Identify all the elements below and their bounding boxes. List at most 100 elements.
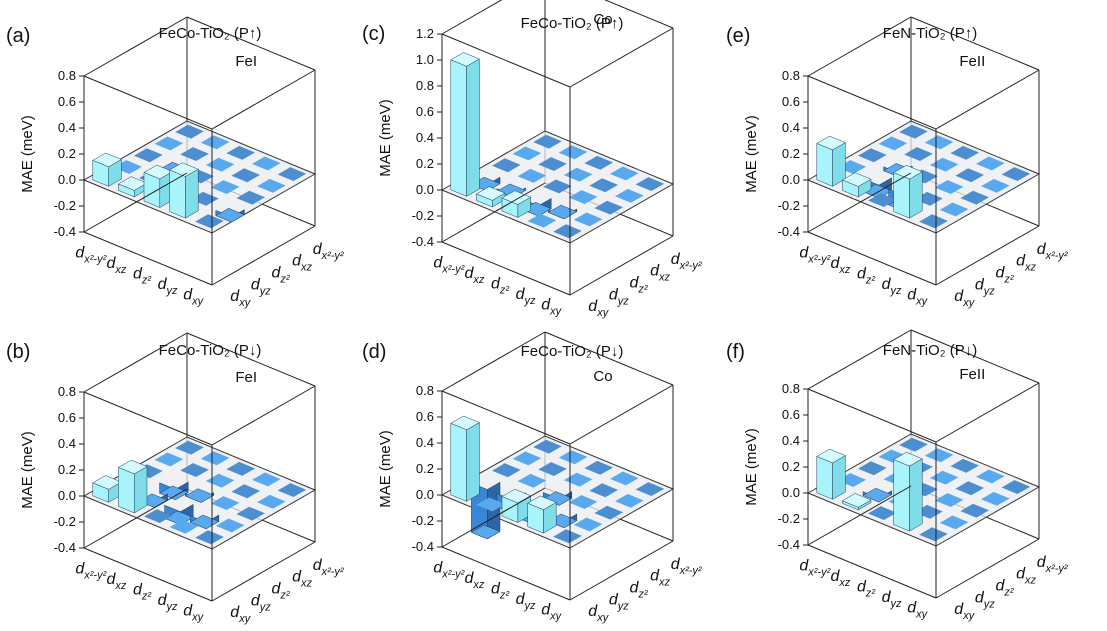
atom-label: FeI bbox=[235, 369, 257, 386]
bar bbox=[939, 202, 969, 217]
bar-cap bbox=[558, 450, 588, 465]
bar-cap bbox=[929, 470, 959, 485]
bar bbox=[205, 157, 235, 172]
bar-cap bbox=[231, 484, 260, 499]
bar bbox=[589, 178, 618, 193]
bar-cap bbox=[878, 136, 908, 151]
bar-cap bbox=[277, 167, 307, 181]
bar-cap bbox=[589, 483, 618, 498]
panel-label: (e) bbox=[726, 25, 750, 47]
box-edge bbox=[441, 390, 571, 445]
bar-cap bbox=[1001, 167, 1031, 181]
z-tick-label: 0.2 bbox=[782, 459, 800, 474]
bar bbox=[635, 177, 665, 191]
y-category-label: dz² bbox=[996, 265, 1014, 286]
box-back-edge bbox=[910, 329, 1040, 384]
bar bbox=[542, 491, 573, 506]
bar-cap bbox=[538, 157, 567, 171]
atom-label: FeI bbox=[235, 53, 257, 70]
bar-top bbox=[169, 162, 199, 177]
box-edge bbox=[83, 16, 188, 77]
box-edge bbox=[935, 225, 1040, 286]
z-tick-label: 0.6 bbox=[416, 409, 434, 424]
z-tick-label: -0.2 bbox=[778, 198, 800, 213]
z-tick-label: 0.4 bbox=[58, 120, 76, 135]
box-edge bbox=[83, 488, 188, 549]
bar-cap bbox=[924, 135, 954, 150]
box-edge bbox=[441, 546, 571, 601]
box-edge bbox=[807, 544, 937, 599]
bar bbox=[252, 156, 281, 171]
bar bbox=[929, 157, 959, 172]
y-category-label: dx²-y² bbox=[1037, 241, 1068, 262]
bar bbox=[976, 156, 1005, 171]
z-tick-label: 0.0 bbox=[782, 172, 800, 187]
bar-cap bbox=[568, 495, 598, 509]
bar bbox=[492, 158, 521, 173]
bar-front bbox=[450, 59, 467, 197]
y-category-label: dxy bbox=[954, 601, 975, 622]
y-category-label: dxy bbox=[954, 288, 975, 309]
panel-label: (b) bbox=[6, 341, 30, 363]
box-edge bbox=[83, 332, 188, 393]
bar bbox=[981, 178, 1010, 193]
bar bbox=[277, 167, 307, 181]
bar bbox=[195, 214, 224, 229]
bar-cap bbox=[226, 461, 255, 476]
x-category-label: dxz bbox=[830, 255, 850, 276]
bar-cap bbox=[904, 147, 933, 161]
bar bbox=[175, 440, 204, 455]
bar-cap bbox=[981, 491, 1010, 506]
box-edge bbox=[211, 69, 316, 130]
bar bbox=[584, 155, 613, 170]
box-edge bbox=[807, 388, 937, 443]
bar-cap bbox=[169, 519, 199, 534]
bar bbox=[878, 136, 908, 151]
bar bbox=[868, 193, 897, 207]
bar-cap bbox=[252, 472, 281, 487]
bar-cap bbox=[558, 145, 588, 160]
bar bbox=[169, 162, 199, 219]
bar bbox=[476, 497, 505, 512]
bar bbox=[517, 473, 547, 488]
y-category-label: dyz bbox=[251, 592, 271, 613]
box-edge bbox=[569, 384, 674, 445]
y-category-label: dxz bbox=[292, 569, 312, 590]
bar-front bbox=[893, 459, 910, 532]
y-category-label: dyz bbox=[975, 589, 995, 610]
bar bbox=[501, 488, 532, 523]
bar bbox=[538, 462, 567, 476]
x-category-label: dx²-y² bbox=[799, 244, 830, 265]
bar bbox=[215, 208, 245, 223]
bar bbox=[868, 506, 897, 520]
z-tick-label: 0.2 bbox=[416, 156, 434, 171]
y-category-label: dx²-y² bbox=[313, 241, 344, 262]
bar-cap bbox=[976, 469, 1005, 484]
z-tick-label: 0.8 bbox=[416, 383, 434, 398]
bar-cap bbox=[538, 462, 567, 476]
bar-side bbox=[134, 466, 148, 514]
bar-front bbox=[118, 467, 135, 514]
z-tick-label: 0.8 bbox=[782, 68, 800, 83]
box-edge bbox=[441, 182, 546, 243]
bar bbox=[144, 509, 173, 523]
bar-top bbox=[501, 190, 532, 205]
bar bbox=[210, 180, 240, 194]
y-category-label: dz² bbox=[996, 578, 1014, 599]
bar-cap bbox=[553, 529, 582, 544]
bar-cap bbox=[594, 200, 623, 215]
box-back-edge bbox=[604, 0, 674, 29]
bar-cap bbox=[858, 461, 887, 476]
bar-cap bbox=[615, 188, 644, 203]
bar bbox=[594, 505, 623, 520]
x-category-label: dxy bbox=[907, 287, 928, 308]
bar bbox=[180, 147, 209, 161]
box-edge bbox=[935, 538, 1040, 599]
box-edge bbox=[807, 231, 937, 286]
bar-side bbox=[909, 171, 923, 219]
bar-cap bbox=[175, 124, 204, 139]
bar bbox=[553, 224, 582, 239]
z-tick-label: 0.2 bbox=[782, 146, 800, 161]
